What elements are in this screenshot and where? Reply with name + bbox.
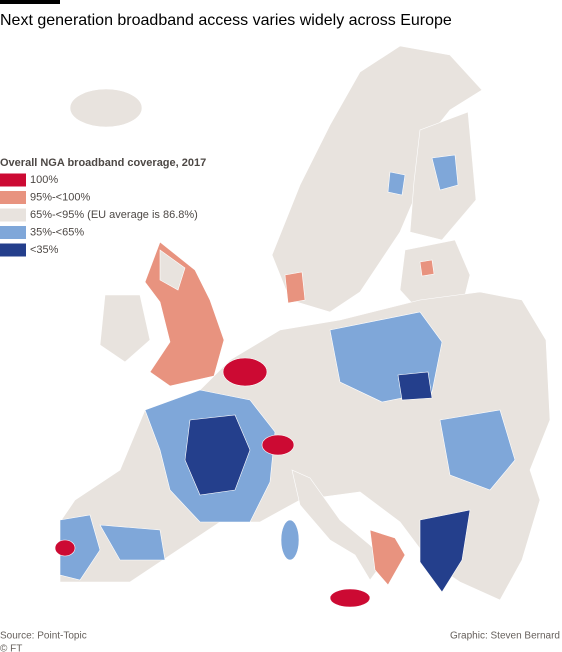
legend-swatch (0, 243, 26, 257)
region-finland-east (431, 154, 459, 191)
region-ireland (99, 294, 151, 363)
legend-swatch (0, 208, 26, 222)
region-sicily (329, 588, 371, 608)
region-switzerland (261, 434, 295, 456)
copyright: © FT (0, 644, 22, 652)
region-lisbon (54, 539, 76, 557)
region-scandinavia (271, 45, 483, 313)
legend-swatch (0, 173, 26, 187)
region-uk (144, 241, 225, 387)
region-sardinia (280, 519, 300, 561)
legend-label: 35%-<65% (30, 226, 84, 238)
title: Next generation broadband access varies … (0, 12, 452, 29)
region-denmark (284, 271, 306, 304)
region-portugal (59, 514, 101, 581)
region-iceland (69, 88, 143, 128)
region-spain-north (99, 524, 166, 561)
legend-label: 100% (30, 174, 58, 186)
region-poland-east (397, 371, 433, 401)
top-rule (0, 0, 60, 4)
region-italy-south (369, 529, 406, 586)
region-greece (419, 509, 471, 593)
region-scotland (159, 249, 186, 291)
legend-swatch (0, 191, 26, 204)
source: Source: Point-Topic (0, 631, 87, 642)
legend-label: 95%-<100% (30, 191, 90, 203)
legend-label: <35% (30, 244, 59, 256)
region-sweden-north (387, 171, 406, 196)
region-baltic-salmon (419, 259, 435, 277)
map (54, 45, 551, 608)
credit: Graphic: Steven Bernard (450, 631, 560, 642)
region-romania (439, 409, 516, 491)
region-france-core (184, 414, 251, 496)
region-benelux (222, 357, 268, 387)
legend-swatch (0, 226, 26, 239)
legend-title: Overall NGA broadband coverage, 2017 (0, 157, 206, 169)
legend-label: 65%-<95% (EU average is 86.8%) (30, 209, 198, 221)
legend: Overall NGA broadband coverage, 2017 100… (0, 157, 206, 257)
